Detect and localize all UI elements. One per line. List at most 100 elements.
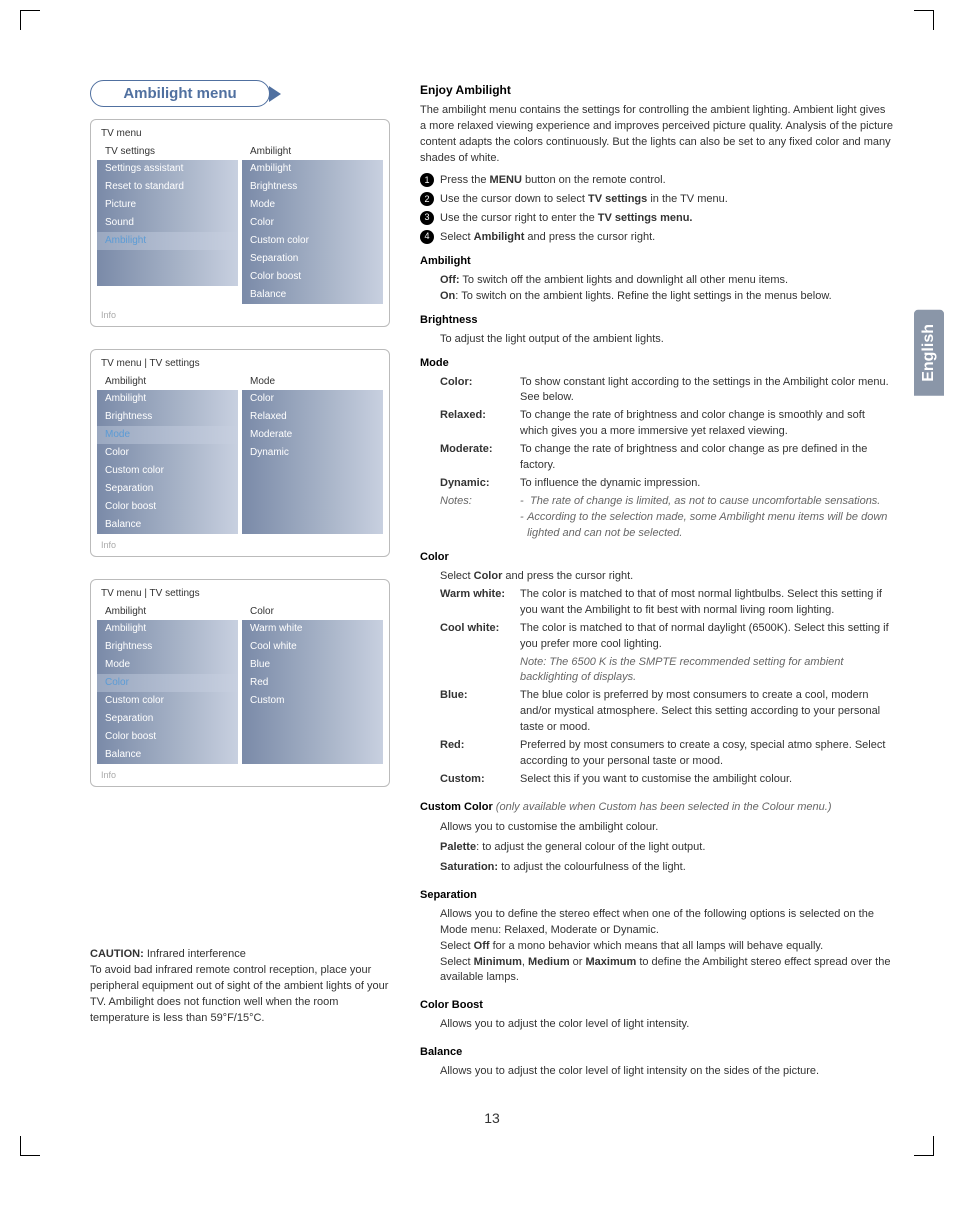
menu-column-head: Ambilight [97,603,238,620]
language-tab: English [914,310,944,396]
menu-info: Info [97,304,383,320]
left-column: Ambilight menu TV menu TV settings Setti… [90,80,390,1080]
menu-item [97,268,238,286]
menu-item: Separation [97,480,238,498]
def-label: Cool white: [440,621,520,653]
t: Off [474,940,490,952]
def-label: Blue: [440,688,520,736]
step-number: 1 [420,173,434,187]
caution-heading: CAUTION: [90,948,144,960]
menu-item: Separation [242,250,383,268]
def-label: Moderate: [440,442,520,474]
t: for a mono behavior which means that all… [490,940,824,952]
def-label: Custom: [440,772,520,788]
t: Medium [528,956,570,968]
def-label: Color: [440,375,520,407]
def-text: The color is matched to that of normal d… [520,621,894,653]
t: Select [440,940,474,952]
menu-item [242,462,383,480]
menu-screenshot-2: TV menu | TV settings AmbilightAmbilight… [90,349,390,557]
menu-item [97,250,238,268]
def-text: To show constant light according to the … [520,375,894,407]
caution-heading-rest: Infrared interference [144,948,246,960]
menu-title: TV menu | TV settings [97,586,383,603]
on-label: On [440,290,455,302]
menu-item: Ambilight [242,160,383,178]
def-label: Relaxed: [440,408,520,440]
menu-column-head: Ambilight [242,143,383,160]
step-row: 3Use the cursor right to enter the TV se… [420,211,894,227]
definition-row: Dynamic:To influence the dynamic impress… [440,476,894,492]
on-text: : To switch on the ambient lights. Refin… [455,290,831,302]
section-heading: Custom Color [420,801,493,813]
menu-screenshot-1: TV menu TV settings Settings assistantRe… [90,119,390,327]
menu-info: Info [97,764,383,780]
step-text: Use the cursor right to enter the TV set… [440,211,693,227]
definition-row: Relaxed:To change the rate of brightness… [440,408,894,440]
menu-title: TV menu [97,126,383,143]
t: and press the cursor right. [502,570,633,582]
t: Select [440,570,474,582]
def-text: Select this if you want to customise the… [520,772,894,788]
step-number: 4 [420,230,434,244]
menu-item: Color boost [242,268,383,286]
separation-body: Allows you to define the stereo effect w… [420,907,894,987]
note-line: According to the selection made, some Am… [527,510,894,542]
sat-text: to adjust the colourfulness of the light… [498,861,686,873]
definition-row: Cool white:The color is matched to that … [440,621,894,653]
menu-info: Info [97,534,383,550]
sat-label: Saturation: [440,861,498,873]
intro-paragraph: The ambilight menu contains the settings… [420,103,894,167]
crop-mark [914,1136,934,1156]
definition-row: Blue:The blue color is preferred by most… [440,688,894,736]
crop-mark [914,10,934,30]
menu-item [242,480,383,498]
menu-item: Separation [97,710,238,728]
section-heading: Mode [420,356,894,372]
menu-item: Custom color [97,692,238,710]
menu-column-head: Ambilight [97,373,238,390]
menu-item: Custom color [97,462,238,480]
t: Color [474,570,503,582]
menu-item: Color [242,390,383,408]
menu-item: Cool white [242,638,383,656]
section-heading: Color [420,550,894,566]
step-row: 2Use the cursor down to select TV settin… [420,192,894,208]
menu-item: Dynamic [242,444,383,462]
palette-text: : to adjust the general colour of the li… [476,841,705,853]
colorboost-text: Allows you to adjust the color level of … [420,1017,894,1033]
def-label: Dynamic: [440,476,520,492]
menu-item: Custom color [242,232,383,250]
menu-left-col: TV settings Settings assistantReset to s… [97,143,238,304]
def-text: The color is matched to that of most nor… [520,587,894,619]
menu-item: Sound [97,214,238,232]
right-column: Enjoy Ambilight The ambilight menu conta… [420,80,894,1080]
color-note: Note: The 6500 K is the SMPTE recommende… [520,655,894,687]
menu-item: Color boost [97,498,238,516]
definition-row: Warm white:The color is matched to that … [440,587,894,619]
section-heading: Brightness [420,313,894,329]
menu-item: Ambilight [97,390,238,408]
caution-body: To avoid bad infrared remote control rec… [90,964,388,1024]
step-text: Select Ambilight and press the cursor ri… [440,230,655,246]
menu-right-col: Ambilight AmbilightBrightnessModeColorCu… [242,143,383,304]
menu-item: Balance [97,516,238,534]
def-text: To change the rate of brightness and col… [520,442,894,474]
definition-row: Color:To show constant light according t… [440,375,894,407]
menu-item: Color boost [97,728,238,746]
notes-label: Notes: [440,494,520,542]
menu-item: Relaxed [242,408,383,426]
def-text: Preferred by most consumers to create a … [520,738,894,770]
menu-item: Picture [97,196,238,214]
section-heading: Color Boost [420,998,894,1014]
caution-block: CAUTION: Infrared interference To avoid … [90,947,390,1027]
t: Select [440,956,474,968]
def-label: Red: [440,738,520,770]
definition-row: Red:Preferred by most consumers to creat… [440,738,894,770]
menu-item [242,728,383,746]
menu-column-head: TV settings [97,143,238,160]
def-text: To change the rate of brightness and col… [520,408,894,440]
step-text: Use the cursor down to select TV setting… [440,192,728,208]
off-label: Off: [440,274,460,286]
menu-item: Balance [97,746,238,764]
